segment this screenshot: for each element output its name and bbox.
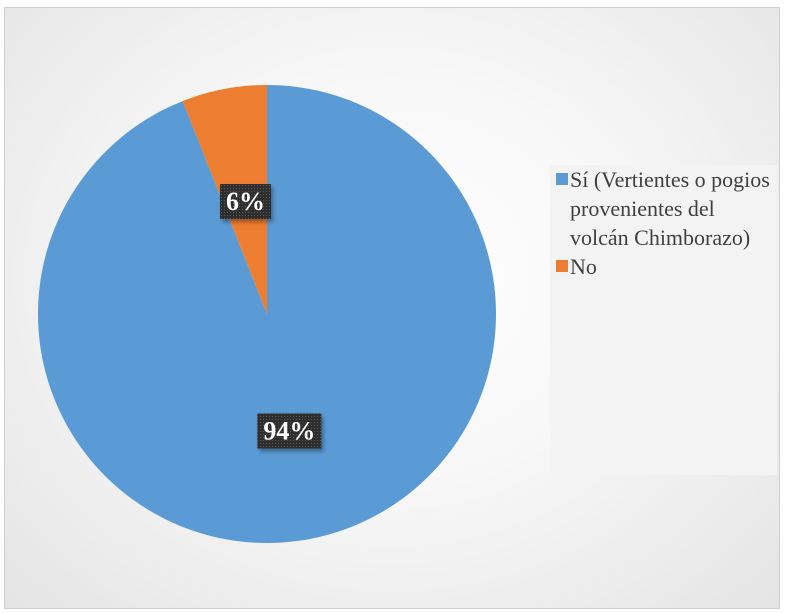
legend-swatch-no <box>556 260 568 272</box>
data-label-si: 94% <box>257 413 322 449</box>
pie-chart: 94% 6% <box>37 85 497 544</box>
data-label-box-si <box>257 413 322 449</box>
chart-area: 94% 6% Sí (Vertientes o pogios provenient… <box>4 7 780 609</box>
legend-label-si: Sí (Vertientes o pogios provenientes del… <box>570 167 770 250</box>
legend: Sí (Vertientes o pogios provenientes del… <box>550 165 777 475</box>
legend-item-si: Sí (Vertientes o pogios provenientes del… <box>550 165 777 252</box>
data-label-text-no: 6% <box>226 187 265 216</box>
data-label-no: 6% <box>220 184 272 220</box>
legend-label-no: No <box>570 254 597 279</box>
pie-slice-si <box>37 85 497 544</box>
legend-item-no: No <box>550 252 777 281</box>
data-label-text-si: 94% <box>263 416 315 445</box>
legend-swatch-si <box>556 173 568 185</box>
data-label-box-no <box>220 184 272 220</box>
